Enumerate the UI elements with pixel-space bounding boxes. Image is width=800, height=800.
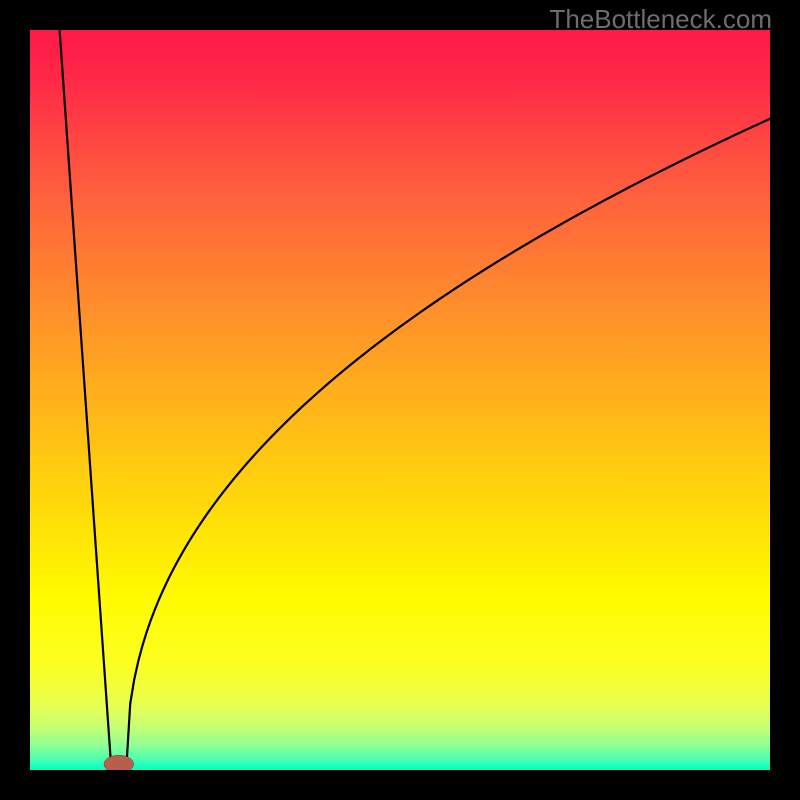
watermark-label: TheBottleneck.com [549,4,772,35]
chart-stage: TheBottleneck.com [0,0,800,800]
plot-area [30,30,770,770]
gradient-background [30,30,770,770]
